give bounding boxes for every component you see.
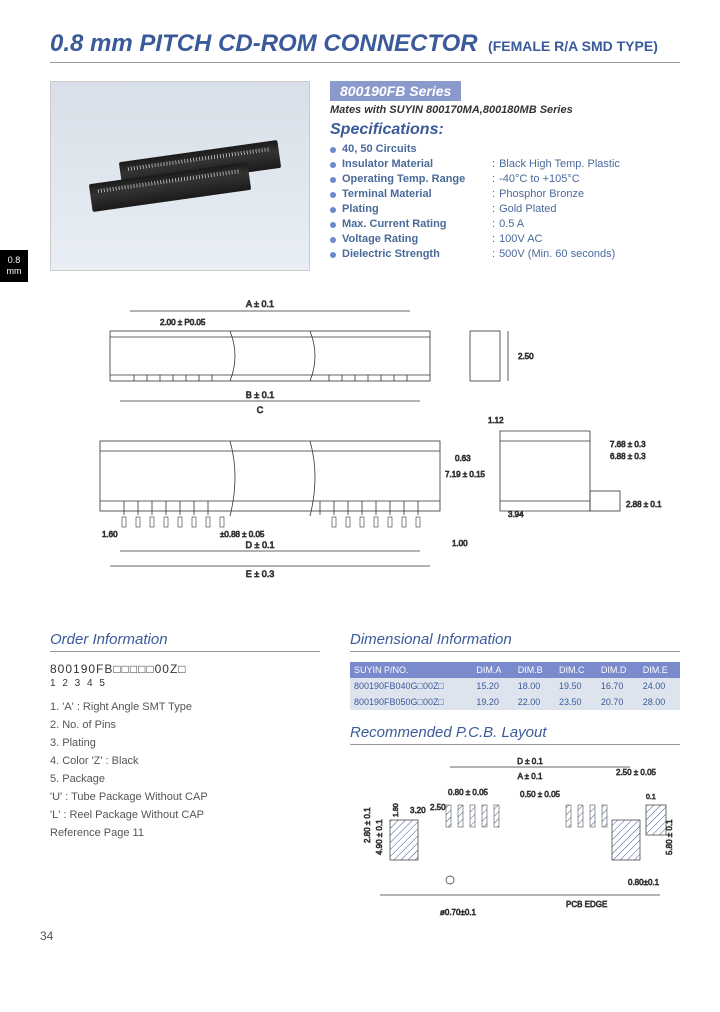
svg-text:0.50 ± 0.05: 0.50 ± 0.05 bbox=[520, 790, 561, 799]
order-item: 3. Plating bbox=[50, 737, 320, 749]
svg-text:PCB EDGE: PCB EDGE bbox=[566, 900, 607, 909]
spec-heading: Specifications: bbox=[330, 121, 680, 139]
dim-heading: Dimensional Information bbox=[350, 631, 680, 652]
svg-text:0.63: 0.63 bbox=[455, 454, 471, 463]
svg-text:2.80 ± 0.1: 2.80 ± 0.1 bbox=[363, 807, 372, 843]
svg-text:1.60: 1.60 bbox=[102, 530, 118, 539]
svg-text:0.80 ± 0.05: 0.80 ± 0.05 bbox=[448, 788, 489, 797]
title-main: 0.8 mm PITCH CD-ROM CONNECTOR bbox=[50, 30, 478, 57]
title-sub: (FEMALE R/A SMD TYPE) bbox=[488, 38, 658, 54]
order-heading: Order Information bbox=[50, 631, 320, 652]
order-item: 'L' : Reel Package Without CAP bbox=[50, 809, 320, 821]
svg-text:2.50: 2.50 bbox=[430, 803, 446, 812]
order-item: Reference Page 11 bbox=[50, 827, 320, 839]
mates-text: Mates with SUYIN 800170MA,800180MB Serie… bbox=[330, 104, 680, 116]
svg-text:E ± 0.3: E ± 0.3 bbox=[246, 569, 274, 579]
order-info: Order Information 800190FB□□□□□00Z□ 1 2 … bbox=[50, 631, 320, 935]
order-item: 4. Color 'Z' : Black bbox=[50, 755, 320, 767]
svg-text:0.1: 0.1 bbox=[646, 794, 656, 801]
svg-text:D ± 0.1: D ± 0.1 bbox=[517, 757, 543, 766]
svg-text:0.80±0.1: 0.80±0.1 bbox=[628, 878, 660, 887]
order-item: 2. No. of Pins bbox=[50, 719, 320, 731]
table-row: 800190FB050G□00Z□19.2022.0023.5020.7028.… bbox=[350, 694, 680, 710]
svg-text:6.88 ± 0.3: 6.88 ± 0.3 bbox=[610, 452, 646, 461]
order-item: 1. 'A' : Right Angle SMT Type bbox=[50, 701, 320, 713]
partno: 800190FB□□□□□00Z□ bbox=[50, 662, 320, 676]
svg-text:B ± 0.1: B ± 0.1 bbox=[246, 390, 274, 400]
technical-drawing: A ± 0.1 2.00 ± P0.05 2.50 bbox=[50, 291, 680, 611]
svg-text:2.50 ± 0.05: 2.50 ± 0.05 bbox=[616, 768, 657, 777]
spec-row: Plating:Gold Plated bbox=[330, 203, 680, 215]
svg-text:3.20: 3.20 bbox=[410, 806, 426, 815]
page-title: 0.8 mm PITCH CD-ROM CONNECTOR (FEMALE R/… bbox=[50, 30, 680, 63]
svg-text:1.00: 1.00 bbox=[452, 539, 468, 548]
spec-row: Voltage Rating:100V AC bbox=[330, 233, 680, 245]
svg-text:±0.88 ± 0.05: ±0.88 ± 0.05 bbox=[220, 530, 265, 539]
spec-row: Terminal Material:Phosphor Bronze bbox=[330, 188, 680, 200]
svg-text:D ± 0.1: D ± 0.1 bbox=[246, 540, 275, 550]
series-badge: 800190FB Series bbox=[330, 81, 461, 101]
svg-text:ø0.70±0.1: ø0.70±0.1 bbox=[440, 908, 477, 917]
svg-text:4.90 ± 0.1: 4.90 ± 0.1 bbox=[375, 819, 384, 855]
pcb-layout-drawing: D ± 0.1 A ± 0.1 0.80 ± 0.05 2.50 0.50 ± … bbox=[350, 755, 680, 935]
svg-text:A ± 0.1: A ± 0.1 bbox=[518, 772, 543, 781]
order-item: 5. Package bbox=[50, 773, 320, 785]
spec-row: Insulator Material:Black High Temp. Plas… bbox=[330, 158, 680, 170]
spec-panel: 800190FB Series Mates with SUYIN 800170M… bbox=[330, 81, 680, 271]
svg-text:5.80 ± 0.1: 5.80 ± 0.1 bbox=[665, 819, 674, 855]
svg-text:C: C bbox=[257, 405, 264, 415]
svg-text:2.88 ± 0.1: 2.88 ± 0.1 bbox=[626, 500, 662, 509]
order-item: 'U' : Tube Package Without CAP bbox=[50, 791, 320, 803]
product-photo bbox=[50, 81, 310, 271]
svg-text:2.50: 2.50 bbox=[518, 352, 534, 361]
table-row: 800190FB040G□00Z□15.2018.0019.5016.7024.… bbox=[350, 678, 680, 694]
spec-row: Operating Temp. Range:-40°C to +105°C bbox=[330, 173, 680, 185]
svg-text:2.00 ± P0.05: 2.00 ± P0.05 bbox=[160, 318, 206, 327]
svg-text:1.12: 1.12 bbox=[488, 416, 504, 425]
page-number: 34 bbox=[40, 929, 53, 943]
partno-idx: 1 2 3 4 5 bbox=[50, 678, 320, 689]
spec-row: Dielectric Strength:500V (Min. 60 second… bbox=[330, 248, 680, 260]
spec-row: Max. Current Rating:0.5 A bbox=[330, 218, 680, 230]
svg-text:1.80: 1.80 bbox=[393, 803, 400, 817]
side-tab: 0.8 mm bbox=[0, 250, 28, 282]
spec-row: 40, 50 Circuits bbox=[330, 143, 680, 155]
svg-text:7.68 ± 0.3: 7.68 ± 0.3 bbox=[610, 440, 646, 449]
svg-text:3.94: 3.94 bbox=[508, 510, 524, 519]
dim-table: SUYIN P/NO.DIM.ADIM.BDIM.CDIM.DDIM.E 800… bbox=[350, 662, 680, 710]
svg-text:7.19 ± 0.15: 7.19 ± 0.15 bbox=[445, 470, 486, 479]
svg-text:A ± 0.1: A ± 0.1 bbox=[246, 299, 274, 309]
pcb-heading: Recommended P.C.B. Layout bbox=[350, 724, 680, 745]
